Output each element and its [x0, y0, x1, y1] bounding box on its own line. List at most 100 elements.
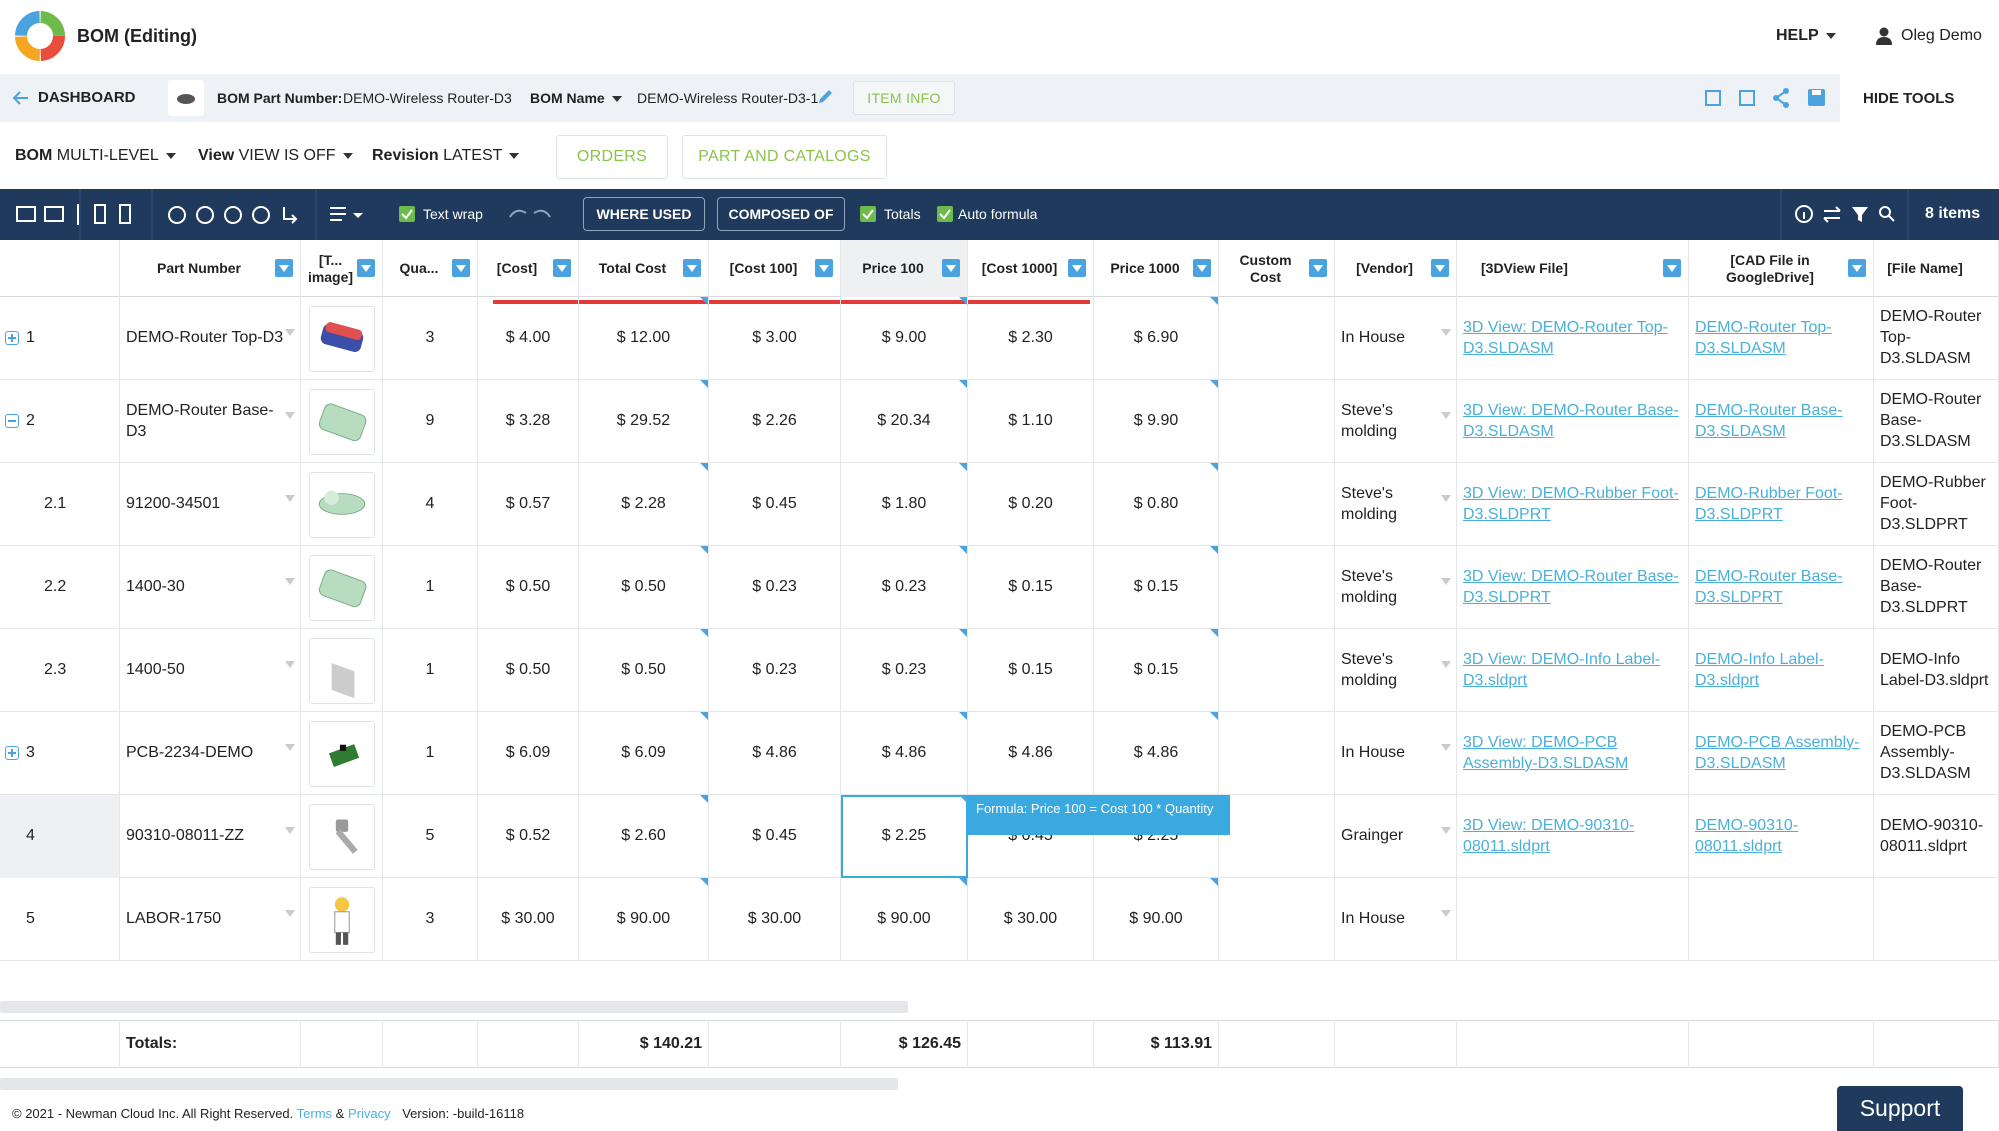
column-header[interactable]: [CAD File in GoogleDrive] — [1689, 240, 1874, 297]
column-header[interactable]: [File Name] — [1874, 240, 1999, 297]
edit-icon[interactable] — [816, 88, 834, 106]
cad-file[interactable]: DEMO-Router Top-D3.SLDASM — [1695, 318, 1832, 357]
column-header[interactable]: [Vendor] — [1335, 240, 1457, 297]
scrollbar[interactable] — [0, 1078, 898, 1090]
filter-button[interactable] — [1309, 259, 1327, 277]
part-number: LABOR-1750 — [126, 910, 222, 928]
filter-button[interactable] — [1068, 259, 1086, 277]
dropdown-caret[interactable] — [1441, 412, 1451, 419]
totals-checkbox[interactable] — [860, 206, 876, 222]
dropdown-caret[interactable] — [1441, 495, 1451, 502]
auto-formula-checkbox[interactable] — [937, 206, 953, 222]
dropdown-caret[interactable] — [285, 495, 295, 502]
dropdown-caret[interactable] — [1441, 578, 1451, 585]
thumbnail[interactable] — [308, 637, 375, 704]
scrollbar[interactable] — [0, 1001, 908, 1013]
dropdown-caret[interactable] — [1441, 329, 1451, 336]
filter-button[interactable] — [1193, 259, 1211, 277]
dropdown-caret[interactable] — [285, 744, 295, 751]
filter-button[interactable] — [275, 259, 293, 277]
dropdown-caret[interactable] — [1441, 827, 1451, 834]
cad-file[interactable]: DEMO-PCB Assembly-D3.SLDASM — [1695, 733, 1860, 772]
dropdown-caret[interactable] — [285, 827, 295, 834]
privacy-link[interactable]: Privacy — [347, 1106, 391, 1121]
column-header[interactable]: [Cost 100] — [709, 240, 841, 297]
dropdown-caret[interactable] — [285, 661, 295, 668]
column-header[interactable]: Total Cost — [579, 240, 709, 297]
cad-file[interactable]: DEMO-Router Base-D3.SLDASM — [1695, 401, 1843, 440]
column-header[interactable]: [T... image] — [301, 240, 383, 297]
revision-menu[interactable]: Revision LATEST — [372, 147, 520, 165]
nav-icons[interactable] — [1702, 86, 1832, 110]
filter-button[interactable] — [452, 259, 470, 277]
column-header[interactable]: Part Number — [120, 240, 301, 297]
column-header[interactable]: [Cost] — [478, 240, 579, 297]
dropdown-caret[interactable] — [285, 578, 295, 585]
logo[interactable] — [14, 10, 66, 62]
column-header[interactable]: [3DView File] — [1457, 240, 1689, 297]
filter-button[interactable] — [815, 259, 833, 277]
view-3d[interactable]: 3D View: DEMO-Router Base-D3.SLDPRT — [1463, 567, 1679, 606]
column-header[interactable]: Custom Cost — [1219, 240, 1335, 297]
toolbar-right-icons[interactable] — [1780, 189, 1910, 240]
column-header[interactable]: Qua... — [383, 240, 478, 297]
view-3d[interactable]: 3D View: DEMO-Router Top-D3.SLDASM — [1463, 318, 1668, 357]
filter-button[interactable] — [1848, 259, 1866, 277]
price-1000: $ 0.15 — [1133, 661, 1179, 679]
toggle-icon[interactable] — [5, 414, 19, 428]
column-header[interactable]: Price 1000 — [1094, 240, 1219, 297]
cad-file[interactable]: DEMO-Rubber Foot-D3.SLDPRT — [1695, 484, 1843, 523]
thumbnail[interactable] — [308, 886, 375, 953]
item-info-button[interactable]: ITEM INFO — [853, 81, 955, 115]
dropdown-caret[interactable] — [285, 329, 295, 336]
view-3d[interactable]: 3D View: DEMO-Rubber Foot-D3.SLDPRT — [1463, 484, 1679, 523]
user-name[interactable]: Oleg Demo — [1901, 27, 1982, 44]
filter-button[interactable] — [683, 259, 701, 277]
filter-button[interactable] — [1431, 259, 1449, 277]
toggle-icon[interactable] — [5, 331, 19, 345]
dropdown-caret[interactable] — [285, 910, 295, 917]
totals-cell — [301, 1020, 383, 1068]
view-3d[interactable]: 3D View: DEMO-Info Label-D3.sldprt — [1463, 650, 1661, 689]
thumbnail[interactable] — [308, 554, 375, 621]
filter-button[interactable] — [942, 259, 960, 277]
bom-name-menu[interactable]: BOM Name — [530, 90, 622, 106]
thumbnail[interactable] — [308, 305, 375, 372]
toggle-icon[interactable] — [5, 746, 19, 760]
cell — [301, 463, 383, 546]
view-3d[interactable]: 3D View: DEMO-90310-08011.sldprt — [1463, 816, 1635, 855]
hide-tools-button[interactable]: HIDE TOOLS — [1840, 74, 1999, 122]
thumbnail[interactable] — [308, 388, 375, 455]
catalogs-button[interactable]: PART AND CATALOGS — [682, 135, 887, 179]
column-header[interactable]: [Cost 1000] — [968, 240, 1094, 297]
cad-file[interactable]: DEMO-Router Base-D3.SLDPRT — [1695, 567, 1843, 606]
toolbar-icons[interactable] — [0, 189, 560, 240]
back-arrow[interactable] — [12, 90, 30, 106]
dropdown-caret[interactable] — [1441, 910, 1451, 917]
composed-of-button[interactable]: COMPOSED OF — [717, 197, 845, 231]
dropdown-caret[interactable] — [1441, 661, 1451, 668]
dashboard-link[interactable]: DASHBOARD — [38, 89, 136, 106]
view-menu[interactable]: View VIEW IS OFF — [198, 147, 353, 165]
where-used-button[interactable]: WHERE USED — [583, 197, 705, 231]
dropdown-caret[interactable] — [1441, 744, 1451, 751]
part-thumb-icon — [177, 94, 195, 104]
thumbnail[interactable] — [308, 803, 375, 870]
cell: $ 0.45 — [709, 795, 841, 878]
cad-file[interactable]: DEMO-Info Label-D3.sldprt — [1695, 650, 1824, 689]
thumbnail[interactable] — [308, 720, 375, 787]
thumbnail[interactable] — [308, 471, 375, 538]
dropdown-caret[interactable] — [285, 412, 295, 419]
text-wrap-checkbox[interactable] — [399, 206, 415, 222]
view-3d[interactable]: 3D View: DEMO-PCB Assembly-D3.SLDASM — [1463, 733, 1629, 772]
filter-button[interactable] — [357, 259, 375, 277]
help-menu[interactable]: HELP — [1776, 27, 1836, 45]
filter-button[interactable] — [553, 259, 571, 277]
terms-link[interactable]: Terms — [296, 1106, 333, 1121]
orders-button[interactable]: ORDERS — [556, 135, 668, 179]
support-button[interactable]: Support — [1837, 1086, 1963, 1131]
cad-file[interactable]: DEMO-90310-08011.sldprt — [1695, 816, 1799, 855]
filter-button[interactable] — [1663, 259, 1681, 277]
bom-level-menu[interactable]: BOM MULTI-LEVEL — [15, 147, 176, 165]
view-3d[interactable]: 3D View: DEMO-Router Base-D3.SLDASM — [1463, 401, 1679, 440]
